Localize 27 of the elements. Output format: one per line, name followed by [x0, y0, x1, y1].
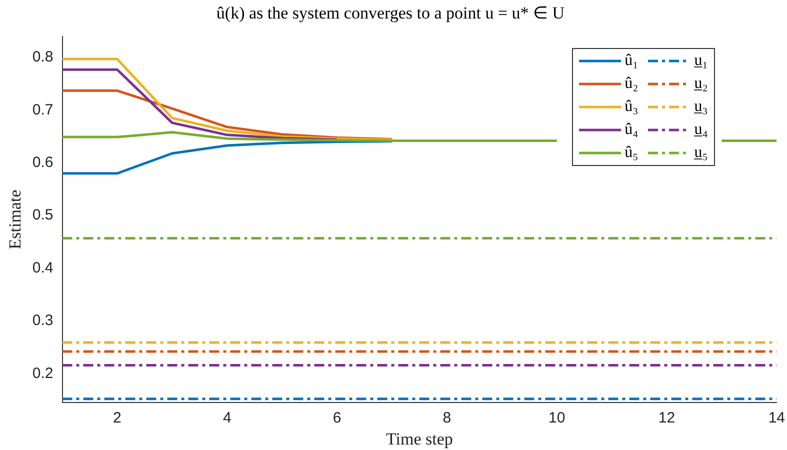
- legend-label: û₄: [624, 121, 638, 140]
- x-tick-label: 4: [222, 410, 232, 427]
- x-tick-label: 2: [113, 410, 122, 427]
- x-tick-label: 6: [332, 410, 342, 427]
- legend-label: u̲₂: [694, 75, 708, 94]
- chart-title: û(k) as the system converges to a point u = u* ∈ U: [216, 4, 565, 23]
- x-tick-label: 14: [768, 410, 785, 427]
- legend-label: u̲₁: [694, 52, 708, 70]
- x-tick-label: 12: [658, 410, 676, 427]
- y-tick-label: 0.4: [32, 259, 54, 276]
- legend-label: u̲₃: [694, 98, 708, 116]
- y-tick-label: 0.6: [32, 154, 54, 171]
- y-tick-label: 0.2: [32, 364, 54, 382]
- x-tick-label: 8: [442, 410, 452, 427]
- legend-label: u̲₄: [694, 121, 708, 140]
- legend-label: û₃: [624, 98, 638, 116]
- legend-label: û₁: [624, 52, 638, 70]
- x-axis-title: Time step: [386, 429, 453, 448]
- x-tick-label: 10: [548, 410, 566, 427]
- y-tick-label: 0.5: [32, 206, 54, 224]
- y-axis-title: Estimate: [6, 190, 25, 250]
- legend-label: u̲₅: [694, 144, 708, 162]
- y-tick-label: 0.8: [32, 48, 54, 66]
- y-tick-label: 0.7: [32, 101, 54, 118]
- legend-label: û₂: [624, 75, 638, 94]
- legend-label: û₅: [624, 144, 638, 162]
- y-tick-label: 0.3: [32, 312, 54, 330]
